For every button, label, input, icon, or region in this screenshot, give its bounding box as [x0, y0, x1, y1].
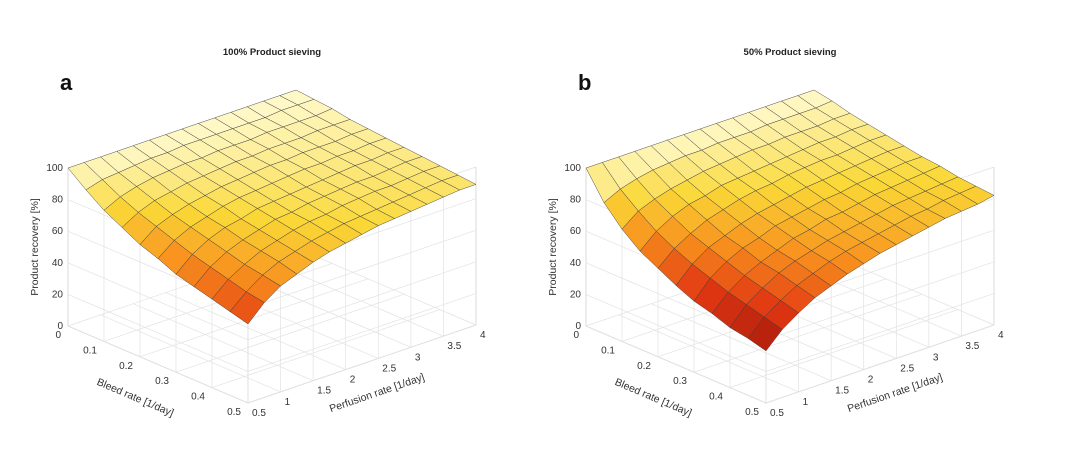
grid-line [295, 247, 477, 326]
x-tick-label: 3 [415, 352, 421, 363]
surface-patch [229, 291, 265, 325]
grid-line [100, 314, 281, 393]
grid-line [618, 314, 799, 393]
grid-line [729, 309, 959, 388]
grid-line [585, 294, 767, 372]
y-tick-label: 0.5 [227, 407, 241, 418]
grid-line [651, 303, 832, 382]
y-tick-label: 0.4 [191, 392, 205, 403]
x-tick-label: 3.5 [447, 341, 461, 352]
surface-mesh [67, 89, 477, 325]
chart-panel-a: 100% Product sieving a 0 20 40 60 80 100 0 0.1 0… [29, 47, 486, 419]
grid-line [247, 324, 477, 404]
x-axis-label: Perfusion rate [1/day] [846, 371, 944, 415]
panel-label-b: b [578, 70, 591, 95]
grid-line [247, 229, 477, 309]
z-axis-label: Product recovery [%] [547, 198, 559, 296]
x-tick-label: 2.5 [900, 363, 914, 374]
grid-line [693, 293, 923, 373]
z-tick-label: 20 [570, 289, 582, 300]
grid-line [133, 303, 314, 382]
z-axis-label: Product recovery [%] [29, 198, 41, 296]
x-tick-label: 3.5 [965, 341, 979, 352]
surface-plot-a: 100% Product sieving a 02040608010000.10… [29, 47, 486, 419]
surface-mesh [585, 89, 995, 352]
grid-line [247, 261, 477, 341]
surface-plot-b: 50% Product sieving b 0 20 40 60 80 100 0 0.1 0.… [547, 47, 1004, 419]
grid-line [67, 325, 249, 404]
y-tick-label: 0 [573, 330, 579, 341]
z-tick-label: 100 [564, 163, 581, 174]
grid-line [67, 262, 249, 341]
y-tick-label: 0.4 [709, 392, 723, 403]
y-tick-label: 0.3 [673, 376, 687, 387]
x-tick-label: 1.5 [835, 386, 849, 397]
z-tick-label: 0 [575, 321, 581, 332]
z-tick-label: 40 [52, 258, 64, 269]
x-tick-label: 0.5 [770, 408, 784, 419]
x-tick-label: 2.5 [382, 363, 396, 374]
y-tick-label: 0.5 [745, 407, 759, 418]
z-tick-label: 100 [46, 163, 63, 174]
chart-title: 50% Product sieving [744, 47, 837, 58]
x-tick-label: 0.5 [252, 408, 266, 419]
x-axis-label: Perfusion rate [1/day] [328, 371, 426, 415]
z-tick-label: 60 [52, 226, 64, 237]
y-tick-label: 0.2 [119, 361, 133, 372]
grid-line [175, 293, 405, 373]
z-tick-label: 80 [570, 195, 582, 206]
x-tick-label: 2 [350, 375, 356, 386]
grid-line [165, 292, 346, 370]
grid-line [765, 324, 995, 404]
panel-label-a: a [60, 70, 73, 95]
x-tick-label: 4 [480, 330, 486, 341]
grid-line [585, 325, 767, 404]
x-tick-label: 3 [933, 352, 939, 363]
grid-line [765, 293, 995, 372]
grid-line [139, 278, 369, 358]
grid-line [67, 294, 249, 372]
z-tick-label: 80 [52, 195, 64, 206]
y-tick-label: 0.3 [155, 376, 169, 387]
x-tick-label: 1 [803, 397, 809, 408]
y-tick-label: 0.1 [83, 345, 97, 356]
y-tick-label: 0 [55, 330, 61, 341]
x-tick-label: 1 [285, 397, 291, 408]
grid-line [765, 261, 995, 341]
chart-title: 100% Product sieving [223, 47, 321, 58]
z-tick-label: 60 [570, 226, 582, 237]
chart-panel-b: 50% Product sieving b 0 20 40 60 80 100 0 0.1 0.… [518, 0, 1058, 465]
z-tick-label: 40 [570, 258, 582, 269]
tick-labels: 0 20 40 60 80 100 0 0.1 0.2 0.3 0.4 0.5 0.5 1 1.5 2 2.5 3… [564, 163, 1004, 419]
x-tick-label: 4 [998, 330, 1004, 341]
z-tick-label: 20 [52, 289, 64, 300]
y-tick-label: 0.1 [601, 345, 615, 356]
x-tick-label: 1.5 [317, 386, 331, 397]
z-tick-label: 0 [57, 321, 63, 332]
grid-line [247, 293, 477, 372]
tick-labels: 0 20 40 60 80 100 0 0.1 0.2 0.3 0.4 0.5 0.5 1 1.5 2 2.5 3… [46, 163, 486, 419]
y-tick-label: 0.2 [637, 361, 651, 372]
surface-patch [747, 316, 783, 352]
x-tick-label: 2 [868, 375, 874, 386]
grid-line [211, 309, 441, 388]
